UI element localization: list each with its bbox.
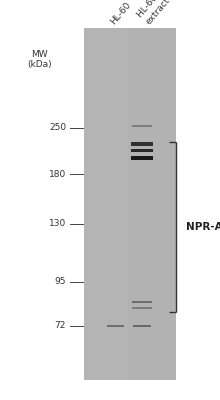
Bar: [107, 325, 124, 327]
Text: 72: 72: [55, 322, 66, 330]
Text: 95: 95: [55, 278, 66, 286]
Bar: [132, 125, 152, 127]
Bar: [84, 28, 176, 380]
Bar: [132, 307, 152, 309]
Text: HL-60: HL-60: [109, 0, 132, 26]
Text: 180: 180: [49, 170, 66, 178]
Bar: [133, 325, 151, 327]
Bar: [131, 142, 153, 146]
Text: 130: 130: [49, 220, 66, 228]
Bar: [127, 28, 176, 380]
Text: HL-60 membrane
extract: HL-60 membrane extract: [136, 0, 201, 26]
Text: 250: 250: [49, 124, 66, 132]
Text: NPR-A: NPR-A: [186, 222, 220, 232]
Bar: [84, 28, 127, 380]
Bar: [132, 301, 152, 303]
Bar: [131, 149, 153, 152]
Bar: [131, 156, 153, 160]
Text: MW
(kDa): MW (kDa): [27, 50, 52, 69]
